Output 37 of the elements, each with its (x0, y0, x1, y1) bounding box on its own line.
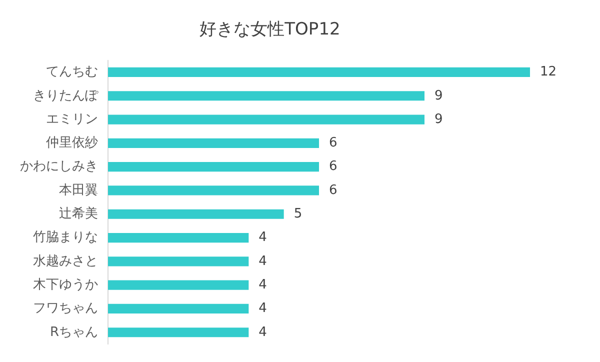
chart-title: 好きな女性TOP12 (200, 20, 340, 40)
y-tick-label: 本田翼 (59, 182, 98, 198)
data-label: 5 (294, 206, 302, 222)
data-label: 4 (258, 254, 267, 269)
bar (108, 67, 530, 78)
y-tick-label: きりたんぽ (33, 88, 99, 104)
bar (108, 304, 249, 314)
y-tick-label: 仲里依紗 (46, 136, 98, 151)
bar (108, 186, 319, 196)
bar (108, 256, 249, 266)
bar (108, 162, 319, 172)
data-label: 6 (329, 159, 338, 174)
bar (108, 91, 424, 101)
data-label: 4 (258, 230, 267, 246)
bar (108, 328, 249, 338)
data-label: 6 (329, 182, 338, 198)
data-label: 4 (258, 324, 267, 340)
y-tick-label: Rちゃん (50, 324, 98, 340)
bar (108, 114, 424, 124)
data-label: 6 (329, 136, 338, 151)
bar (108, 232, 249, 243)
y-tick-label: 水越みさと (33, 254, 98, 269)
y-tick-label: フワちゃん (33, 301, 98, 316)
data-label: 4 (258, 277, 267, 292)
data-label: 9 (434, 112, 443, 127)
y-tick-label: かわにしみき (20, 159, 98, 174)
y-tick-label: 木下ゆうか (33, 277, 98, 292)
bar (108, 209, 284, 219)
data-label: 9 (434, 88, 443, 104)
y-tick-label: 竹脇まりな (33, 230, 98, 246)
data-label: 12 (540, 64, 557, 80)
y-tick-label: エミリン (46, 112, 98, 127)
y-tick-label: 辻希美 (59, 206, 98, 222)
bar (108, 138, 319, 148)
y-tick-label: てんちむ (46, 64, 98, 80)
data-label: 4 (258, 301, 267, 316)
bar (108, 280, 249, 290)
